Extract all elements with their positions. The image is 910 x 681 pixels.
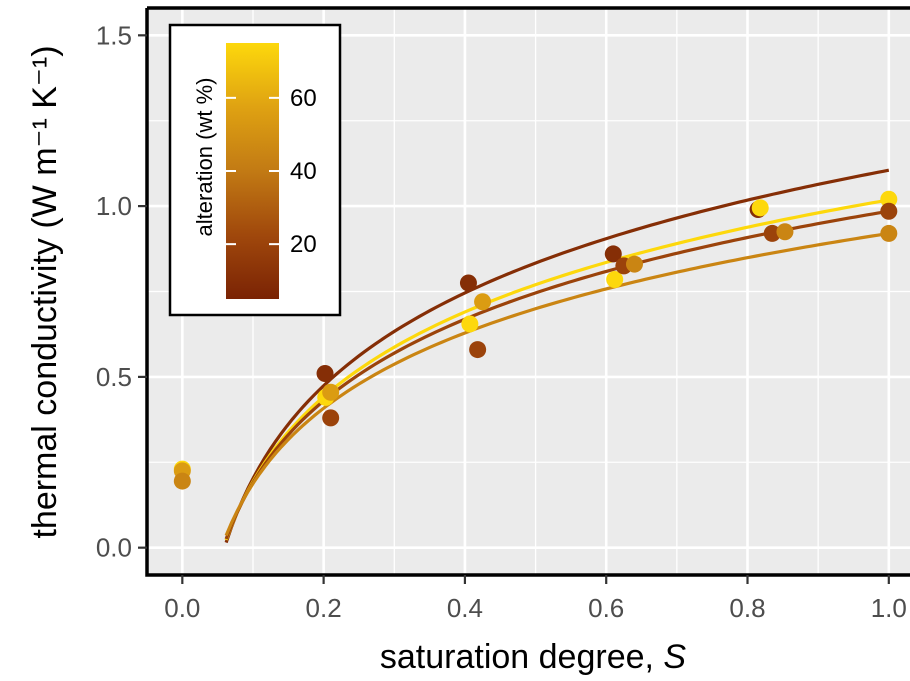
x-axis-ticks: 0.0 0.2 0.4 0.6 0.8 1.0 bbox=[164, 575, 907, 623]
colorbar-ticks: 20 40 60 bbox=[226, 85, 317, 258]
plot-frame bbox=[145, 6, 910, 577]
data-points bbox=[173, 190, 898, 490]
data-point bbox=[173, 472, 191, 490]
data-point bbox=[880, 224, 898, 242]
colorbar-tick-label: 60 bbox=[290, 85, 317, 112]
data-point bbox=[322, 383, 340, 401]
colorbar-legend: alteration (wt %) 20 40 60 bbox=[168, 23, 342, 317]
y-tick-label: 1.0 bbox=[96, 191, 132, 221]
data-point bbox=[316, 364, 334, 382]
data-point bbox=[474, 293, 492, 311]
data-point bbox=[880, 190, 898, 208]
data-point bbox=[606, 271, 624, 289]
y-tick-label: 0.0 bbox=[96, 533, 132, 563]
fit-curve bbox=[224, 231, 890, 537]
data-point bbox=[461, 315, 479, 333]
data-point bbox=[625, 255, 643, 273]
data-point bbox=[880, 202, 898, 220]
x-tick-label: 0.2 bbox=[306, 593, 342, 623]
y-axis-title: thermal conductivity (W m⁻¹ K⁻¹) bbox=[26, 45, 64, 538]
data-point bbox=[751, 199, 769, 217]
data-point bbox=[322, 409, 340, 427]
x-tick-label: 0.4 bbox=[447, 593, 483, 623]
x-tick-label: 0.0 bbox=[164, 593, 200, 623]
x-tick-label: 1.0 bbox=[871, 593, 907, 623]
y-tick-label: 0.5 bbox=[96, 362, 132, 392]
data-point bbox=[604, 245, 622, 263]
colorbar-tick-label: 20 bbox=[290, 231, 317, 258]
x-axis-title: saturation degree, S bbox=[380, 638, 687, 676]
data-point bbox=[763, 224, 781, 242]
colorbar-tick-label: 40 bbox=[290, 158, 317, 185]
fit-curve bbox=[224, 198, 890, 541]
colorbar-title: alteration (wt %) bbox=[192, 78, 217, 237]
y-tick-label: 1.5 bbox=[96, 20, 132, 50]
fit-curve bbox=[224, 168, 890, 544]
data-point bbox=[469, 341, 487, 359]
x-tick-label: 0.8 bbox=[729, 593, 765, 623]
data-point bbox=[459, 274, 477, 292]
data-point bbox=[776, 223, 794, 241]
y-axis-ticks: 0.0 0.5 1.0 1.5 bbox=[96, 20, 147, 563]
x-tick-label: 0.6 bbox=[588, 593, 624, 623]
